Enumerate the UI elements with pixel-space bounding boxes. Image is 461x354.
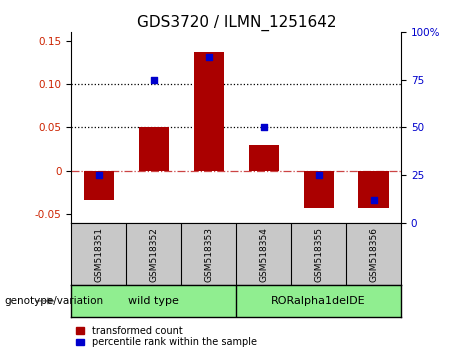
Bar: [139, 127, 169, 171]
Text: GSM518354: GSM518354: [259, 227, 268, 282]
Text: GSM518355: GSM518355: [314, 227, 323, 282]
Bar: [84, 171, 114, 200]
Text: GSM518352: GSM518352: [149, 227, 159, 282]
Bar: [359, 171, 389, 208]
Point: [260, 125, 267, 130]
Bar: [194, 52, 224, 171]
Text: GSM518351: GSM518351: [95, 227, 103, 282]
Text: genotype/variation: genotype/variation: [5, 296, 104, 306]
Point: [315, 172, 322, 178]
Bar: [248, 145, 279, 171]
Point: [150, 77, 158, 82]
Text: wild type: wild type: [129, 296, 179, 306]
Bar: [236, 285, 401, 317]
Title: GDS3720 / ILMN_1251642: GDS3720 / ILMN_1251642: [136, 14, 336, 30]
Point: [370, 197, 377, 203]
Text: GSM518356: GSM518356: [369, 227, 378, 282]
Legend: transformed count, percentile rank within the sample: transformed count, percentile rank withi…: [77, 326, 257, 347]
Text: GSM518353: GSM518353: [204, 227, 213, 282]
Text: RORalpha1delDE: RORalpha1delDE: [272, 296, 366, 306]
Bar: [71, 285, 236, 317]
Point: [205, 54, 213, 59]
Bar: [303, 171, 334, 208]
Point: [95, 172, 103, 178]
